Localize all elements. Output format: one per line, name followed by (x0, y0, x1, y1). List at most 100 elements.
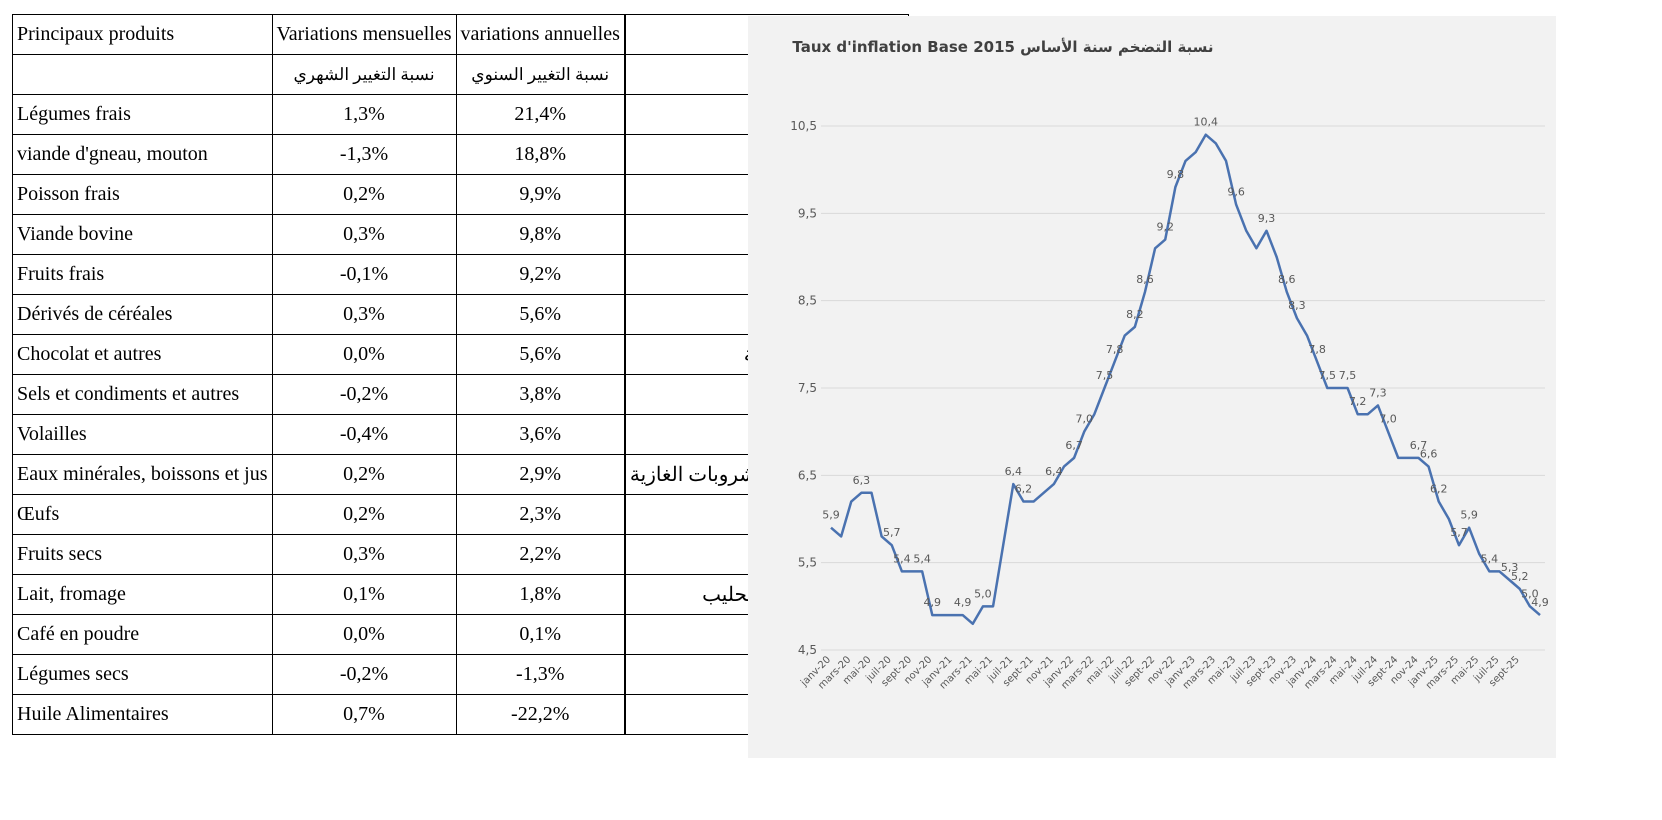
data-label: 4,9 (1531, 596, 1549, 609)
data-label: 5,2 (1511, 570, 1529, 583)
table-cell: 2,2% (455, 534, 626, 575)
table-cell: 21,4% (455, 94, 626, 135)
data-label: 6,7 (1410, 439, 1428, 452)
data-label: 9,6 (1227, 186, 1245, 199)
table-cell: 0,2% (271, 494, 457, 535)
table-cell: 0,1% (455, 614, 626, 655)
chart-background (748, 16, 1556, 758)
table-cell: 0,3% (271, 214, 457, 255)
data-label: 6,2 (1430, 483, 1448, 496)
table-cell: 2,9% (455, 454, 626, 495)
table-cell: 0,3% (271, 294, 457, 335)
data-label: 8,2 (1126, 308, 1144, 321)
table-cell: Fruits secs (12, 534, 273, 575)
data-label: 7,8 (1106, 343, 1124, 356)
table-cell: Viande bovine (12, 214, 273, 255)
table-cell: 0,1% (271, 574, 457, 615)
table-cell: 0,0% (271, 334, 457, 375)
header-cell: Principaux produits (12, 14, 273, 55)
data-label: 6,6 (1420, 448, 1438, 461)
empty-cell (12, 54, 273, 95)
data-label: 7,8 (1308, 343, 1326, 356)
table-cell: 9,2% (455, 254, 626, 295)
data-label: 5,7 (883, 526, 901, 539)
header-cell: variations annuelles (455, 14, 626, 55)
table-cell: Café en poudre (12, 614, 273, 655)
table-cell: Eaux minérales, boissons et jus (12, 454, 273, 495)
y-tick-label: 8,5 (798, 294, 817, 308)
table-cell: 2,3% (455, 494, 626, 535)
y-tick-label: 7,5 (798, 381, 817, 395)
data-label: 5,4 (913, 552, 931, 565)
data-label: 6,2 (1015, 483, 1033, 496)
y-tick-label: 4,5 (798, 643, 817, 657)
data-label: 5,0 (1521, 587, 1539, 600)
table-cell: Légumes frais (12, 94, 273, 135)
data-label: 7,5 (1339, 369, 1357, 382)
table-cell: 5,6% (455, 334, 626, 375)
data-label: 6,7 (1065, 439, 1083, 452)
chart: Taux d'inflation Base 2015 نسبة التضخم س… (748, 16, 1556, 758)
table-cell: -1,3% (455, 654, 626, 695)
table-cell: 1,3% (271, 94, 457, 135)
table-cell: -22,2% (455, 694, 626, 735)
y-tick-label: 9,5 (798, 206, 817, 220)
table-cell: Poisson frais (12, 174, 273, 215)
table-cell: 1,8% (455, 574, 626, 615)
data-label: 7,3 (1369, 386, 1387, 399)
table-cell: -0,2% (271, 374, 457, 415)
data-label: 6,3 (853, 474, 871, 487)
y-tick-label: 10,5 (790, 119, 817, 133)
data-label: 7,5 (1319, 369, 1337, 382)
table-cell: 18,8% (455, 134, 626, 175)
data-label: 6,4 (1005, 465, 1023, 478)
data-label: 5,7 (1450, 526, 1468, 539)
table-cell: -0,1% (271, 254, 457, 295)
table-cell: 9,9% (455, 174, 626, 215)
data-label: 5,9 (822, 509, 840, 522)
data-label: 5,9 (1460, 509, 1478, 522)
data-label: 8,6 (1278, 273, 1296, 286)
table-cell: -0,4% (271, 414, 457, 455)
table-cell: 5,6% (455, 294, 626, 335)
data-label: 10,4 (1194, 116, 1219, 129)
data-label: 9,2 (1156, 221, 1174, 234)
table-cell: 0,3% (271, 534, 457, 575)
subheader-cell: نسبة التغيير الشهري (271, 54, 457, 95)
data-label: 7,5 (1096, 369, 1114, 382)
data-label: 9,3 (1258, 212, 1276, 225)
table-cell: 0,2% (271, 454, 457, 495)
y-tick-label: 6,5 (798, 468, 817, 482)
data-label: 4,9 (954, 596, 972, 609)
table-cell: Fruits frais (12, 254, 273, 295)
table-cell: Sels et condiments et autres (12, 374, 273, 415)
data-label: 5,4 (1481, 552, 1499, 565)
y-tick-label: 5,5 (798, 556, 817, 570)
data-label: 7,0 (1379, 413, 1397, 426)
header-cell: Variations mensuelles (271, 14, 457, 55)
table-cell: 9,8% (455, 214, 626, 255)
data-label: 4,9 (924, 596, 942, 609)
data-label: 7,0 (1075, 413, 1093, 426)
data-label: 9,8 (1167, 168, 1185, 181)
table-cell: Légumes secs (12, 654, 273, 695)
data-label: 5,4 (893, 552, 911, 565)
line-series (830, 133, 1541, 626)
table-cell: -0,2% (271, 654, 457, 695)
table-cell: Huile Alimentaires (12, 694, 273, 735)
subheader-cell: نسبة التغيير السنوي (455, 54, 626, 95)
table-cell: -1,3% (271, 134, 457, 175)
data-label: 6,4 (1045, 465, 1063, 478)
table-cell: 0,0% (271, 614, 457, 655)
table-cell: Œufs (12, 494, 273, 535)
data-label: 8,3 (1288, 299, 1306, 312)
data-label: 5,0 (974, 587, 992, 600)
table-cell: 0,2% (271, 174, 457, 215)
table-cell: 3,6% (455, 414, 626, 455)
table-cell: Lait, fromage (12, 574, 273, 615)
table-cell: 3,8% (455, 374, 626, 415)
table-cell: Dérivés de céréales (12, 294, 273, 335)
data-label: 5,3 (1501, 561, 1519, 574)
